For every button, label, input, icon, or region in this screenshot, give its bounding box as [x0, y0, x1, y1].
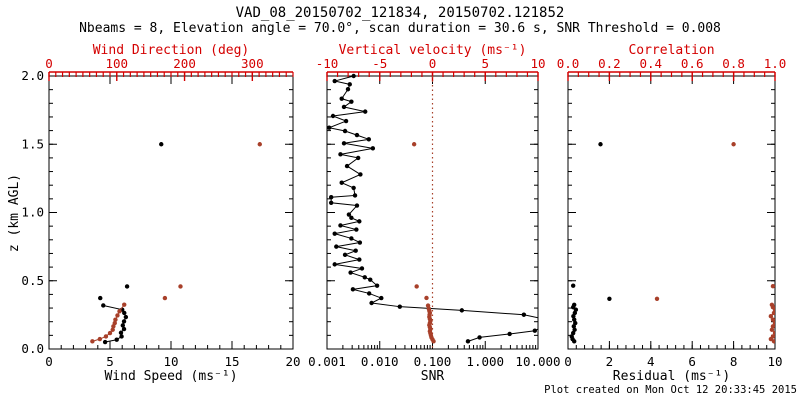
svg-text:0.8: 0.8 — [722, 56, 745, 71]
svg-text:10: 10 — [767, 354, 782, 369]
panel-snr: 0.001 0.010 0.100 1.000 10.000 -10 -5 0 5 10 — [308, 56, 560, 369]
panel-residual: 0 2 4 6 8 10 0.0 0.2 0.4 0.6 0.8 1.0 — [557, 56, 787, 369]
svg-text:2: 2 — [606, 354, 614, 369]
bottom-axis-label-wind-speed: Wind Speed (ms⁻¹) — [104, 369, 238, 384]
svg-text:10: 10 — [163, 354, 178, 369]
svg-text:5: 5 — [481, 56, 489, 71]
panel-wind: 0 5 10 15 200.00.51.01.52.00 100 200 300 — [21, 56, 300, 369]
svg-text:15: 15 — [224, 354, 239, 369]
creation-timestamp: Plot created on Mon Oct 12 20:33:45 2015 — [544, 384, 797, 396]
svg-text:10.000: 10.000 — [515, 354, 560, 369]
svg-text:0: 0 — [564, 354, 572, 369]
svg-text:2.0: 2.0 — [21, 68, 44, 83]
svg-text:8: 8 — [730, 354, 738, 369]
svg-text:-5: -5 — [372, 56, 387, 71]
svg-text:1.0: 1.0 — [764, 56, 787, 71]
svg-text:0.001: 0.001 — [308, 354, 346, 369]
svg-text:0.0: 0.0 — [557, 56, 580, 71]
svg-text:0: 0 — [45, 56, 53, 71]
svg-text:0.4: 0.4 — [640, 56, 663, 71]
top-axis-label-correlation: Correlation — [628, 43, 715, 58]
svg-text:20: 20 — [285, 354, 300, 369]
svg-text:0.010: 0.010 — [361, 354, 399, 369]
svg-text:0.6: 0.6 — [681, 56, 704, 71]
svg-text:4: 4 — [647, 354, 655, 369]
bottom-axis-label-snr: SNR — [420, 369, 445, 384]
svg-text:1.000: 1.000 — [466, 354, 504, 369]
svg-text:1.5: 1.5 — [21, 136, 44, 151]
svg-text:300: 300 — [241, 56, 264, 71]
svg-text:0: 0 — [429, 56, 437, 71]
svg-text:0.5: 0.5 — [21, 273, 44, 288]
svg-text:5: 5 — [106, 354, 114, 369]
panel-snr-data — [327, 73, 538, 349]
top-axis-label-wind-direction: Wind Direction (deg) — [92, 43, 250, 58]
panel-wind-data — [90, 142, 262, 345]
svg-text:6: 6 — [688, 354, 696, 369]
svg-text:200: 200 — [173, 56, 196, 71]
svg-text:1.0: 1.0 — [21, 205, 44, 220]
svg-text:0: 0 — [45, 354, 53, 369]
svg-text:0.2: 0.2 — [598, 56, 621, 71]
plot-title: VAD_08_20150702_121834, 20150702.121852 — [235, 5, 565, 21]
top-axis-label-vertical-velocity: Vertical velocity (ms⁻¹) — [338, 43, 527, 58]
panel-residual-data — [569, 142, 775, 344]
svg-text:100: 100 — [105, 56, 128, 71]
bottom-axis-label-residual: Residual (ms⁻¹) — [612, 369, 731, 384]
svg-text:-10: -10 — [316, 56, 339, 71]
svg-text:10: 10 — [530, 56, 545, 71]
svg-text:0.0: 0.0 — [21, 341, 44, 356]
plot-subtitle: Nbeams = 8, Elevation angle = 70.0°, sca… — [79, 21, 721, 36]
svg-text:0.100: 0.100 — [414, 354, 452, 369]
